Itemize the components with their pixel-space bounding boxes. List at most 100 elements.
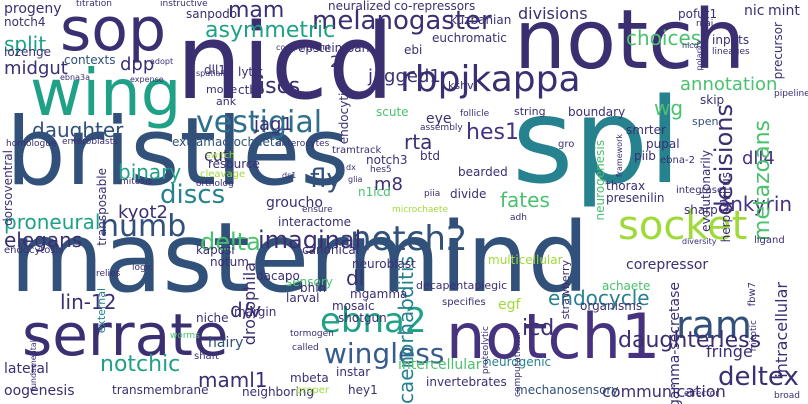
word-2l: 2l bbox=[330, 52, 345, 71]
word-expense: expense bbox=[130, 75, 164, 84]
word-numb: numb bbox=[100, 209, 187, 244]
word-spatially: spatially bbox=[196, 69, 230, 78]
word-titration: titration bbox=[76, 0, 113, 9]
word-sensory: sensory bbox=[286, 275, 333, 289]
word-computational: computational bbox=[513, 332, 523, 397]
word-neuroblast: neuroblast bbox=[352, 257, 416, 271]
word-mitosis: mitosis bbox=[120, 177, 153, 187]
word-margin: margin bbox=[234, 305, 277, 319]
word-lozenge: lozenge bbox=[4, 45, 51, 59]
word-inputs: inputs bbox=[712, 33, 750, 47]
word-bristles: bristles bbox=[6, 98, 350, 207]
word-framework: framework bbox=[615, 134, 624, 178]
word-midgut: midgut bbox=[4, 58, 68, 79]
word-scute: scute bbox=[376, 105, 409, 119]
word-mgamma: mgamma bbox=[350, 287, 408, 301]
word-elegans: elegans bbox=[4, 228, 83, 252]
word-lytic: lytic bbox=[238, 65, 264, 79]
word-ortholog: ortholog bbox=[196, 179, 234, 189]
word-binary: binary bbox=[118, 160, 182, 184]
word-rnai: rnai bbox=[696, 19, 714, 29]
word-btd: btd bbox=[420, 149, 440, 163]
word-nicd1: nicd1 bbox=[682, 41, 704, 50]
word-tramtrack: tramtrack bbox=[332, 145, 382, 156]
word-rta: rta bbox=[404, 130, 433, 154]
word-fundamental: fundamental bbox=[29, 340, 38, 391]
word-glia: glia bbox=[348, 175, 363, 184]
word-notch3: notch3 bbox=[366, 153, 408, 167]
word-fly: fly bbox=[310, 164, 342, 194]
word-gammasecretase: gamma-secretase bbox=[667, 282, 683, 404]
word-interactome: interactome bbox=[278, 215, 352, 229]
word-larval: larval bbox=[286, 291, 320, 305]
word-enteroblasts: enteroblasts bbox=[62, 137, 118, 147]
word-compartment: compartment bbox=[276, 43, 331, 52]
word-fringe: fringe bbox=[706, 342, 753, 361]
word-dl: dl bbox=[346, 266, 365, 290]
word-notch: notch bbox=[514, 0, 746, 88]
word-melanogaster: melanogaster bbox=[312, 6, 492, 36]
word-vestigial: vestigial bbox=[196, 105, 323, 140]
word-iscs: iscs bbox=[259, 74, 301, 99]
word-follicle: follicle bbox=[460, 109, 490, 119]
word-mitotic: mitotic bbox=[749, 320, 759, 352]
word-multicellular: multicellular bbox=[488, 253, 563, 267]
word-endocytosis: endocytosis bbox=[4, 245, 64, 256]
word-imaginal: imaginal bbox=[258, 226, 362, 254]
word-skip: skip bbox=[700, 93, 725, 107]
word-notum: notum bbox=[210, 255, 249, 269]
word-jag1: jag1 bbox=[254, 114, 293, 135]
word-neighboring: neighboring bbox=[242, 385, 314, 399]
word-lin12: lin-12 bbox=[60, 290, 117, 314]
word-dx: dx bbox=[346, 163, 356, 172]
word-daughter: daughter bbox=[32, 118, 124, 142]
word-mbeta: mbeta bbox=[290, 371, 329, 385]
word-egf: egf bbox=[498, 297, 521, 313]
word-shotgun: shotgun bbox=[338, 311, 387, 325]
word-boundary: boundary bbox=[568, 105, 626, 119]
word-ligand: ligand bbox=[754, 235, 785, 246]
word-pupal: pupal bbox=[646, 137, 680, 151]
word-spen: spen bbox=[692, 115, 719, 128]
word-pofut1: pofut1 bbox=[678, 7, 718, 21]
word-bhlh: bhlh bbox=[300, 281, 327, 295]
word-mode: mode bbox=[206, 83, 238, 96]
word-logic: logic bbox=[132, 263, 154, 273]
word-ebna3a: ebna3a bbox=[60, 73, 90, 82]
word-spl: spl bbox=[512, 72, 682, 210]
word-intracellular: intracellular bbox=[772, 282, 791, 378]
word-broad: broad bbox=[774, 391, 800, 401]
word-serrate: serrate bbox=[22, 301, 229, 369]
word-kyot2: kyot2 bbox=[118, 202, 168, 223]
word-annotation: annotation bbox=[680, 74, 778, 95]
word-resource: resource bbox=[208, 157, 260, 171]
word-dacapo: dacapo bbox=[256, 269, 300, 283]
word-maml1: maml1 bbox=[198, 368, 268, 392]
word-ank: ank bbox=[216, 95, 237, 108]
word-hey1: hey1 bbox=[348, 383, 378, 397]
word-diversity: diversity bbox=[682, 237, 717, 246]
word-eye: eye bbox=[426, 111, 452, 127]
word-hairy: hairy bbox=[208, 335, 244, 351]
word-relies: relies bbox=[96, 269, 121, 279]
word-lateral: lateral bbox=[4, 361, 49, 377]
word-kuzbanian: kuzbanian bbox=[450, 13, 512, 27]
word-mastermind: mastermind bbox=[10, 202, 589, 314]
word-ankyrin: ankyrin bbox=[718, 192, 793, 216]
word-adopt: adopt bbox=[150, 57, 174, 66]
word-extramacrochaetae: extramacrochaetae bbox=[172, 135, 290, 149]
word-nic: nic bbox=[744, 3, 765, 19]
word-m8: m8 bbox=[374, 174, 403, 195]
word-shaft: shaft bbox=[194, 351, 219, 362]
word-neurogenesis: neurogenesis bbox=[593, 140, 607, 221]
word-hes1: hes1 bbox=[466, 120, 519, 145]
word-ebi: ebi bbox=[404, 43, 423, 57]
word-called: called bbox=[292, 343, 319, 353]
word-fbw7: fbw7 bbox=[747, 282, 758, 307]
word-dpp: dpp bbox=[120, 54, 155, 75]
word-euchromatic: euchromatic bbox=[432, 31, 507, 45]
word-kshv: kshv bbox=[448, 79, 474, 92]
word-proneural: proneural bbox=[4, 210, 101, 234]
word-delta: delta bbox=[200, 228, 261, 256]
